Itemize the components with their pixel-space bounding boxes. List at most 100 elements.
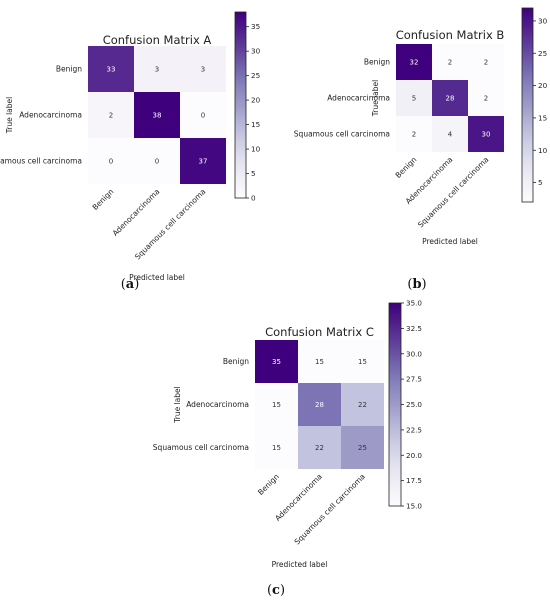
colorbar-tick-label: 10 [538, 146, 548, 155]
panel-label: (a) [121, 277, 140, 292]
y-tick-label: Benign [56, 65, 82, 74]
colorbar-tick-label: 25 [251, 71, 260, 80]
chart-title: Confusion Matrix C [265, 325, 374, 339]
colorbar-tick-label: 25.0 [406, 400, 422, 409]
matrix-cell [432, 116, 468, 152]
matrix-cell [432, 44, 468, 80]
cell-value-label: 0 [109, 158, 113, 166]
x-tick-label: Benign [394, 155, 419, 180]
colorbar-tick-label: 27.5 [406, 375, 422, 384]
panel-label: (b) [407, 277, 426, 292]
matrix-cell [180, 138, 226, 184]
matrix-cell [134, 138, 180, 184]
x-axis-label: Predicted label [272, 560, 328, 569]
cell-value-label: 3 [155, 66, 159, 74]
y-tick-label: Benign [364, 58, 390, 67]
colorbar-tick-label: 35.0 [406, 299, 422, 308]
cell-value-label: 33 [107, 66, 116, 74]
y-tick-label: Squamous cell carcinoma [294, 130, 390, 139]
colorbar-tick-label: 10 [251, 145, 261, 154]
colorbar-tick-label: 15 [251, 120, 260, 129]
matrix-cell [341, 383, 384, 426]
colorbar [521, 7, 534, 203]
matrix-cell [134, 92, 180, 138]
cell-value-label: 2 [448, 59, 452, 67]
cell-value-label: 15 [272, 444, 281, 452]
y-tick-label: Adenocarcinoma [186, 400, 249, 409]
confusion-matrix-c: 35 15 15 15 28 22 15 22 25 Confusion Matrix C Beni… [153, 299, 423, 599]
x-axis-label: Predicted label [422, 237, 478, 246]
colorbar-tick-label: 15.0 [406, 502, 422, 511]
colorbar-tick-label: 15 [538, 113, 547, 122]
x-tick-label: Benign [91, 187, 116, 212]
cell-value-label: 22 [358, 401, 367, 409]
y-tick-label: Benign [223, 357, 249, 366]
cell-value-label: 4 [448, 131, 453, 139]
matrix-cell [255, 426, 298, 469]
x-tick-label: Benign [256, 472, 281, 497]
colorbar-tick-label: 5 [251, 169, 256, 178]
cell-value-label: 15 [315, 358, 324, 366]
matrix-cell [180, 46, 226, 92]
cell-value-label: 2 [412, 131, 416, 139]
matrix-cell [298, 383, 341, 426]
cell-value-label: 35 [272, 358, 281, 366]
matrix-cell [468, 116, 504, 152]
colorbar-tick-label: 25 [538, 49, 547, 58]
cell-value-label: 0 [155, 158, 159, 166]
colorbar-tick-label: 22.5 [406, 425, 422, 434]
y-tick-label: Adenocarcinoma [327, 94, 390, 103]
y-tick-label: Adenocarcinoma [19, 111, 82, 120]
colorbar [388, 302, 402, 507]
colorbar-tick-label: 30 [538, 16, 548, 25]
colorbar [234, 11, 247, 199]
matrix-cell [255, 340, 298, 383]
matrix-cell [88, 46, 134, 92]
chart-title: Confusion Matrix A [103, 33, 212, 47]
x-tick-label: Adenocarcinoma [111, 187, 162, 238]
colorbar-tick-label: 20 [538, 81, 548, 90]
matrix-cell [341, 426, 384, 469]
cell-value-label: 3 [201, 66, 205, 74]
matrix-cell [298, 426, 341, 469]
colorbar-tick-label: 17.5 [406, 476, 422, 485]
x-axis-label: Predicted label [129, 273, 185, 282]
colorbar-tick-label: 5 [538, 178, 543, 187]
cell-value-label: 2 [484, 59, 488, 67]
y-tick-label: Squamous cell carcinoma [153, 443, 249, 452]
matrix-cell [396, 44, 432, 80]
cell-value-label: 37 [199, 158, 208, 166]
matrix-cell [468, 44, 504, 80]
y-tick-label: Squamous cell carcinoma [0, 157, 82, 166]
cell-value-label: 2 [109, 112, 113, 120]
panel-label: (c) [267, 583, 285, 598]
cell-value-label: 0 [201, 112, 205, 120]
matrix-cell [468, 80, 504, 116]
matrix-cell [255, 383, 298, 426]
cell-value-label: 30 [482, 131, 491, 139]
x-tick-label: Squamous cell carcinoma [416, 155, 490, 229]
matrix-cell [432, 80, 468, 116]
cell-value-label: 2 [484, 95, 488, 103]
chart-title: Confusion Matrix B [396, 28, 505, 42]
matrix-cell [88, 138, 134, 184]
cell-value-label: 32 [410, 59, 419, 67]
matrix-cell [341, 340, 384, 383]
matrix-cell [396, 116, 432, 152]
matrix-cell [298, 340, 341, 383]
colorbar-tick-label: 30.0 [406, 349, 422, 358]
colorbar-tick-label: 32.5 [406, 324, 422, 333]
colorbar-tick-label: 20.0 [406, 451, 422, 460]
matrix-cell [396, 80, 432, 116]
cell-value-label: 15 [358, 358, 367, 366]
colorbar-tick-label: 20 [251, 96, 261, 105]
cell-value-label: 25 [358, 444, 367, 452]
cell-value-label: 28 [446, 95, 455, 103]
colorbar-tick-label: 30 [251, 47, 261, 56]
matrix-cell [180, 92, 226, 138]
y-axis-label: True label [371, 80, 380, 117]
colorbar-tick-label: 35 [251, 22, 260, 31]
